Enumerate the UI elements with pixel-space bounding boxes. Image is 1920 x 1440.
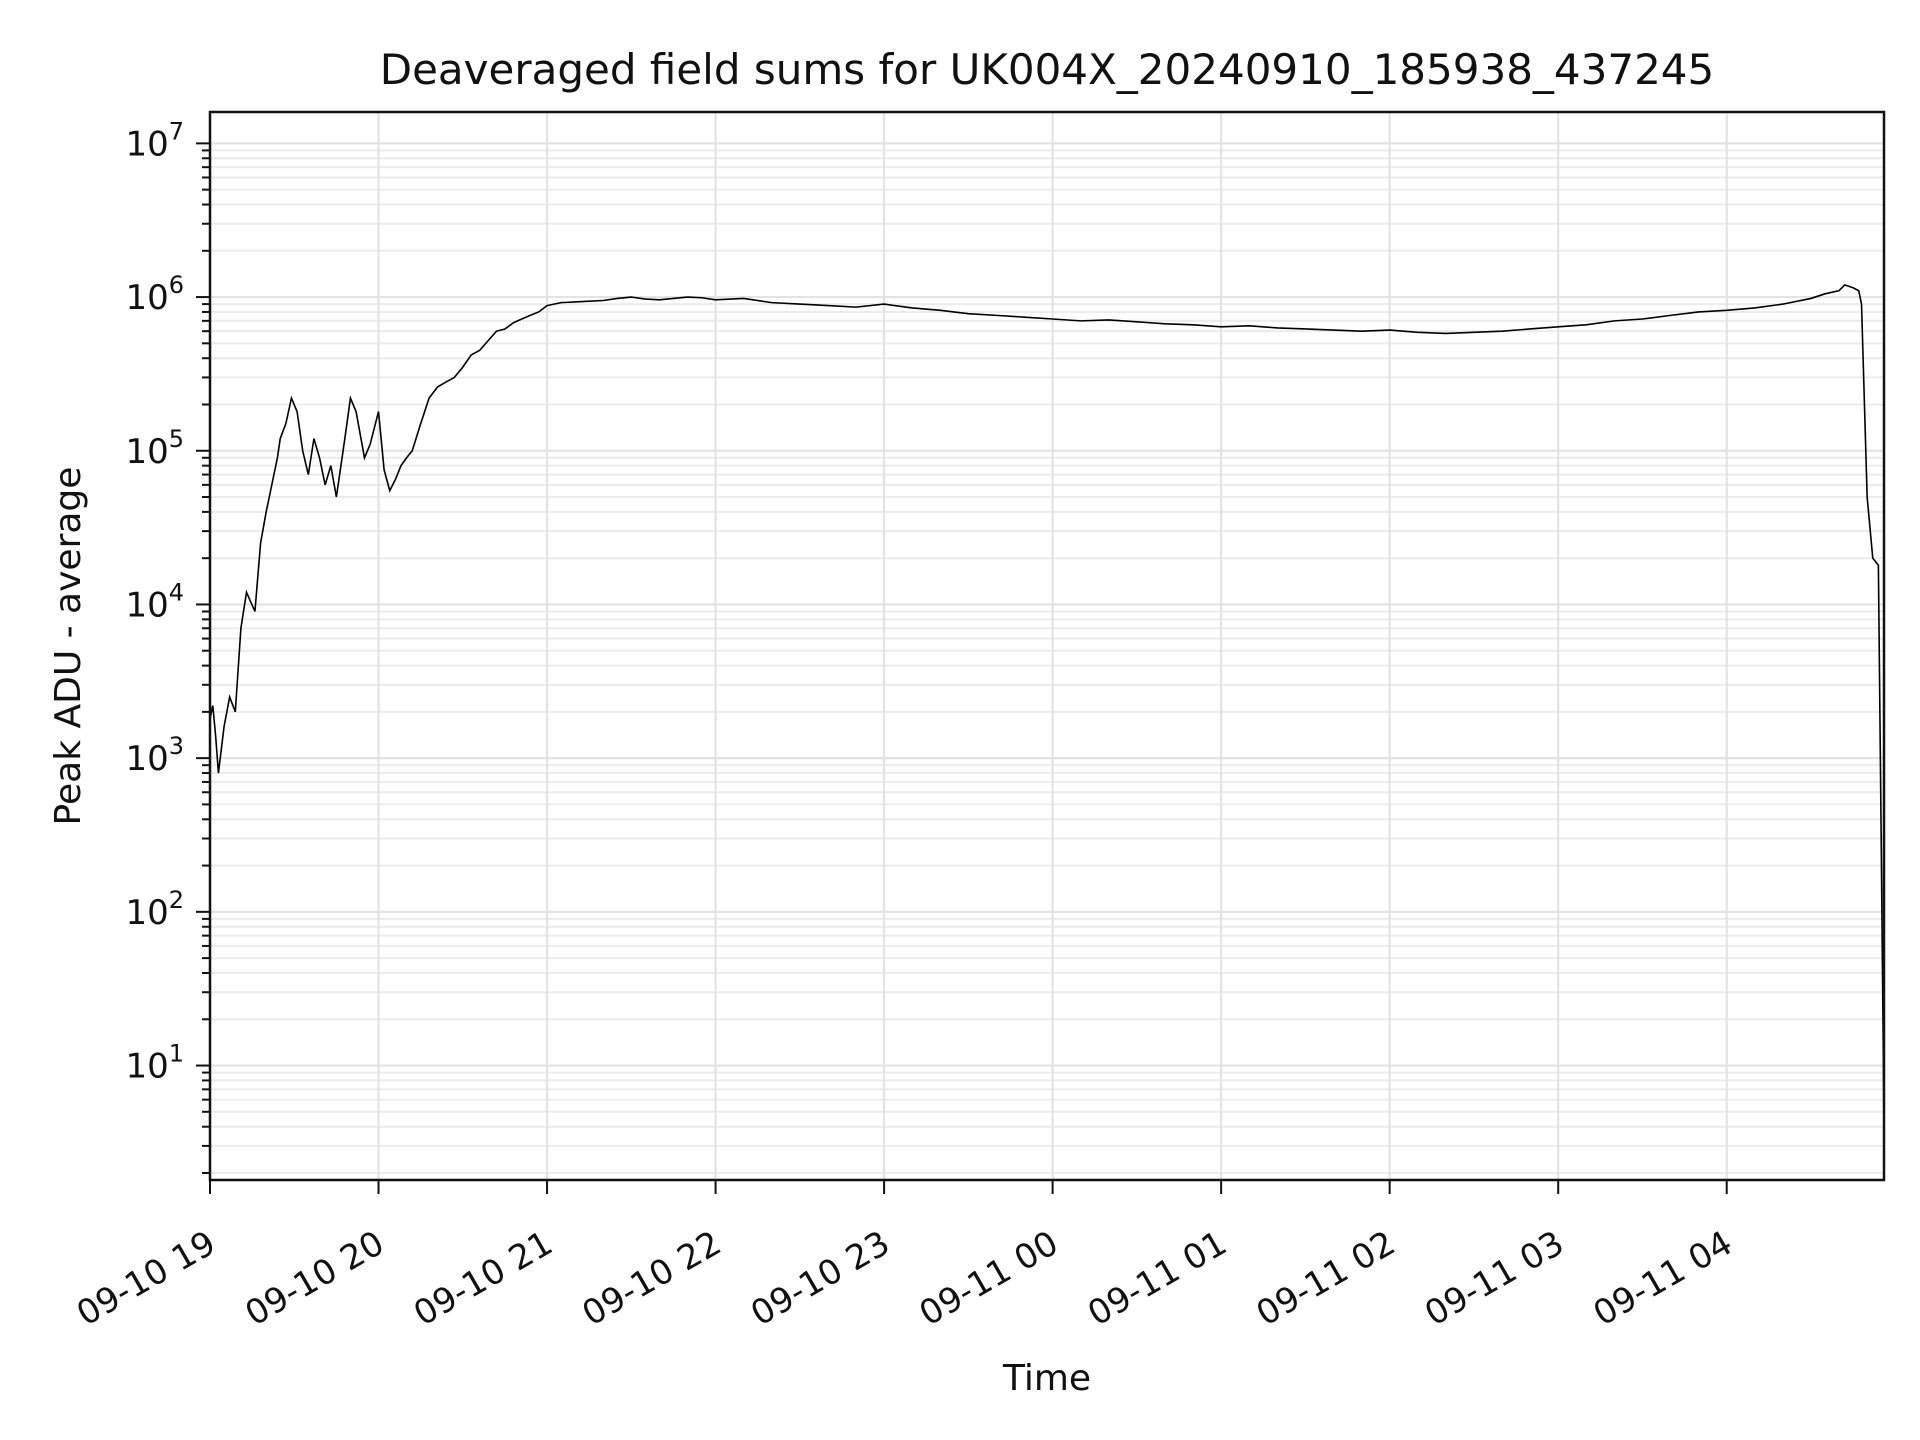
x-tick-label: 09-11 04: [1587, 1223, 1739, 1334]
y-tick-base: 10: [125, 432, 168, 472]
tick-layer: [196, 142, 1728, 1194]
x-tick-label: 09-10 21: [407, 1223, 559, 1334]
x-tick-label: 09-11 00: [913, 1223, 1065, 1334]
series-line-0: [210, 283, 1884, 1127]
y-tick-label: 103: [125, 732, 184, 779]
y-tick-base: 10: [125, 739, 168, 779]
plot-border: [208, 110, 1886, 1182]
y-tick-exponent: 5: [169, 425, 184, 453]
y-tick-label: 102: [125, 886, 184, 933]
y-tick-exponent: 7: [169, 117, 184, 145]
y-tick-label: 107: [125, 117, 184, 164]
x-tick-label: 09-11 02: [1250, 1223, 1402, 1334]
y-tick-exponent: 6: [169, 271, 184, 299]
y-tick-exponent: 3: [169, 732, 184, 760]
y-tick-base: 10: [125, 893, 168, 933]
y-tick-exponent: 4: [169, 578, 184, 606]
y-tick-base: 10: [125, 585, 168, 625]
y-tick-exponent: 1: [169, 1040, 184, 1068]
y-tick-exponent: 2: [169, 886, 184, 914]
y-tick-base: 10: [125, 278, 168, 318]
y-axis-label: Peak ADU - average: [48, 467, 89, 826]
y-tick-label: 104: [125, 578, 184, 625]
series-layer: [210, 283, 1884, 1127]
x-tick-label: 09-10 22: [576, 1223, 728, 1334]
y-tick-label: 105: [125, 425, 184, 472]
x-axis-label: Time: [1002, 1358, 1091, 1399]
y-tick-label: 101: [125, 1040, 184, 1087]
x-tick-label: 09-10 23: [744, 1223, 896, 1334]
label-layer: 09-10 19 09-10 20 09-10 21 09-10 22 09-10 23…: [70, 117, 1739, 1334]
x-tick-label: 09-10 20: [239, 1223, 391, 1334]
y-tick-base: 10: [125, 124, 168, 164]
x-tick-label: 09-10 19: [70, 1223, 222, 1334]
x-tick-label: 09-11 03: [1418, 1223, 1570, 1334]
y-tick-label: 106: [125, 271, 184, 318]
x-tick-label: 09-11 01: [1081, 1223, 1233, 1334]
y-tick-base: 10: [125, 1047, 168, 1087]
grid-layer: [208, 112, 1884, 1180]
chart-title: Deaveraged field sums for UK004X_2024091…: [380, 45, 1715, 94]
